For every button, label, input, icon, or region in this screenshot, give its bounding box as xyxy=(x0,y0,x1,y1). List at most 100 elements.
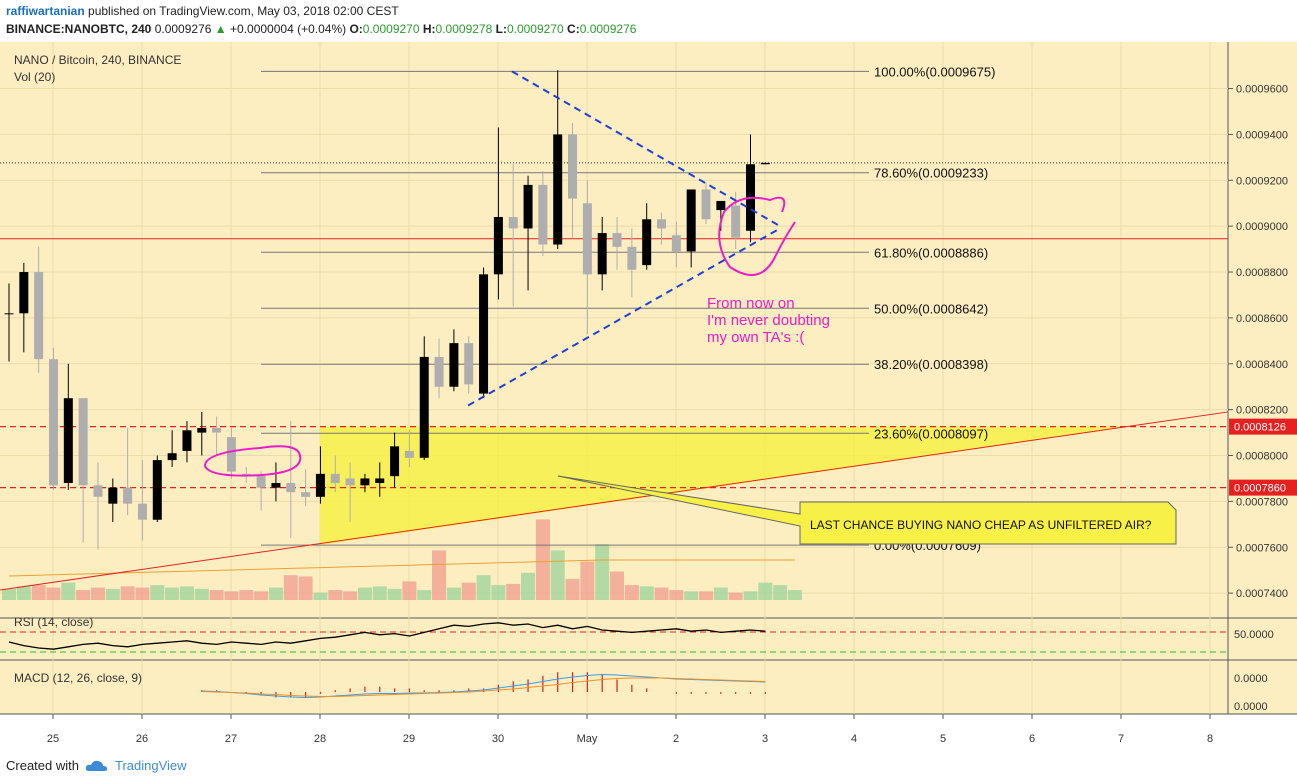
price-tick-label: 0.0009400 xyxy=(1236,129,1288,141)
candle-body xyxy=(330,473,340,484)
macd-layer xyxy=(201,672,766,699)
candle-body xyxy=(167,453,177,461)
candle-body xyxy=(716,200,726,211)
candle-body xyxy=(226,437,236,472)
volume-bar xyxy=(46,587,61,600)
candle-body xyxy=(19,272,29,314)
volume-bar xyxy=(535,519,550,600)
candle-body xyxy=(152,460,162,520)
time-tick-label: 6 xyxy=(1029,733,1035,745)
volume-layer xyxy=(2,519,802,600)
volume-bar xyxy=(328,590,343,600)
note-line-3: my own TA's :( xyxy=(707,329,804,346)
candles-layer xyxy=(4,70,770,550)
close-value: 0.0009276 xyxy=(579,22,637,36)
candle-body xyxy=(182,430,192,451)
ohlc-line: BINANCE:NANOBTC, 240 0.0009276 ▲ +0.0000… xyxy=(6,22,636,36)
volume-bar xyxy=(402,581,417,600)
callout-shape xyxy=(557,475,1177,545)
publish-info: published on TradingView.com, May 03, 20… xyxy=(88,4,399,18)
volume-bar xyxy=(31,585,46,600)
pane-title: NANO / Bitcoin, 240, BINANCE xyxy=(14,53,181,67)
volume-bar xyxy=(565,578,580,600)
price-tag-label: 0.0008126 xyxy=(1234,422,1286,434)
volume-bar xyxy=(194,588,209,600)
candle-body xyxy=(48,359,58,486)
chart-canvas[interactable]: 100.00%(0.0009675) 78.60%(0.0009233) 61.80… xyxy=(0,42,1297,758)
candle-body xyxy=(271,483,281,488)
price-tag-bg xyxy=(1229,479,1297,496)
time-axis: 25 26 27 28 29 30 May 2 3 4 5 6 7 8 xyxy=(47,714,1213,745)
price-tick-label: 0.0008400 xyxy=(1236,359,1288,371)
volume-bar xyxy=(654,587,669,600)
price-scale-background xyxy=(1228,42,1297,714)
candle-body xyxy=(137,503,147,520)
candle-body xyxy=(642,219,652,266)
candle-body xyxy=(493,216,503,275)
volume-bar xyxy=(595,544,610,600)
volume-bar xyxy=(150,585,165,600)
volume-bar xyxy=(550,550,565,600)
candle-body xyxy=(464,343,474,385)
candle-body xyxy=(360,478,370,486)
annotation-layer xyxy=(203,70,796,477)
candle-body xyxy=(286,483,296,493)
candle-body xyxy=(108,487,118,504)
candle-body xyxy=(34,272,44,360)
macd-signal-line xyxy=(201,677,766,697)
open-value: 0.0009270 xyxy=(362,22,420,36)
footer: Created with TradingView xyxy=(6,758,187,773)
close-label: C: xyxy=(567,22,580,36)
volume-bar xyxy=(16,586,31,600)
time-tick-label: May xyxy=(577,733,598,745)
last-price: 0.0009276 xyxy=(154,22,212,36)
volume-bar xyxy=(90,587,105,600)
volume-bar xyxy=(268,587,283,600)
macd-value-tick-2: 0.0000 xyxy=(1234,701,1268,713)
author-name[interactable]: raffiwartanian xyxy=(6,4,85,18)
note-line-2: I'm never doubting xyxy=(707,312,830,329)
open-label: O: xyxy=(349,22,363,36)
symbol-label: BINANCE:NANOBTC, 240 xyxy=(6,22,152,36)
pink-circle-right xyxy=(718,196,796,276)
tradingview-brand[interactable]: TradingView xyxy=(114,758,187,773)
candle-body xyxy=(612,233,622,247)
callout-box: LAST CHANCE BUYING NANO CHEAP AS UNFILTE… xyxy=(557,475,1177,545)
up-arrow-icon: ▲ xyxy=(214,22,227,36)
candle-body xyxy=(390,446,400,477)
candle-body xyxy=(686,189,696,252)
volume-bar xyxy=(432,550,447,600)
high-label: H: xyxy=(422,22,436,36)
candle-body xyxy=(434,356,444,387)
candle-body xyxy=(582,203,592,275)
volume-bar xyxy=(699,591,714,600)
volume-bar xyxy=(76,590,91,600)
volume-bar xyxy=(343,591,358,600)
time-tick-label: 5 xyxy=(940,733,946,745)
volume-bar xyxy=(728,592,743,600)
candle-body xyxy=(404,450,414,458)
price-tick-label: 0.0008000 xyxy=(1236,451,1288,463)
volume-bar xyxy=(105,588,120,600)
time-tick-label: 3 xyxy=(762,733,768,745)
pink-circle-left xyxy=(203,445,302,477)
candle-body xyxy=(508,216,518,229)
plot-background xyxy=(0,42,1228,714)
volume-bar xyxy=(610,571,625,600)
volume-bar xyxy=(669,590,684,600)
volume-bar xyxy=(61,582,76,600)
volume-bar xyxy=(624,585,639,600)
candle-body xyxy=(597,233,607,275)
candle-body xyxy=(538,184,548,245)
high-value: 0.0009278 xyxy=(435,22,493,36)
note-line-1: From now on xyxy=(707,295,795,312)
time-tick-label: 8 xyxy=(1207,733,1213,745)
price-tick-label: 0.0007800 xyxy=(1236,496,1288,508)
time-tick-label: 4 xyxy=(851,733,857,745)
candle-body xyxy=(301,492,311,497)
volume-bar xyxy=(298,576,313,600)
price-tick-label: 0.0009200 xyxy=(1236,175,1288,187)
volume-bar xyxy=(506,583,521,600)
price-change: +0.0000004 (+0.04%) xyxy=(230,22,347,36)
fib-label: 61.80%(0.0008886) xyxy=(874,245,988,260)
